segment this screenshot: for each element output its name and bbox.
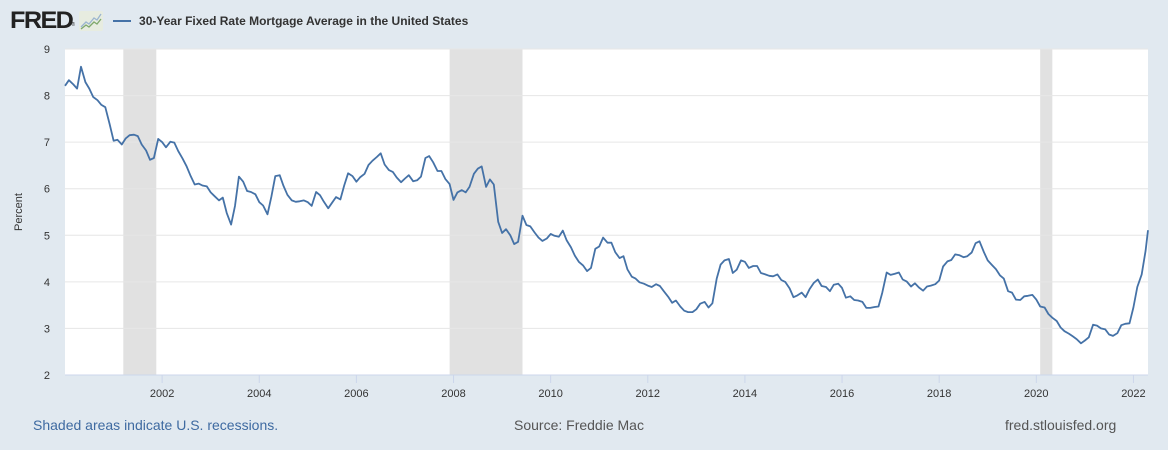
source-text: Source: Freddie Mac <box>514 417 644 433</box>
x-tick-label: 2014 <box>733 388 757 400</box>
y-tick-label: 8 <box>44 91 50 103</box>
line-chart: 2 3 4 5 6 7 8 9 2002 2004 2006 2008 2010 2012 2014 201… <box>13 44 1149 400</box>
line-chart-icon <box>79 11 104 31</box>
y-tick-label: 3 <box>44 323 50 335</box>
x-tick-label: 2016 <box>830 388 854 400</box>
x-tick-label: 2018 <box>927 388 951 400</box>
x-tick-label: 2012 <box>636 388 660 400</box>
x-tick-label: 2020 <box>1024 388 1048 400</box>
recession-band <box>123 49 157 375</box>
y-tick-label: 6 <box>44 184 50 196</box>
recession-band <box>1040 49 1053 375</box>
recession-note-link[interactable]: Shaded areas indicate U.S. recessions. <box>33 417 279 433</box>
gridlines <box>65 48 1148 376</box>
y-axis-ticks: 2 3 4 5 6 7 8 9 <box>44 44 50 382</box>
legend-swatch <box>113 20 132 22</box>
x-tick-label: 2022 <box>1121 388 1145 400</box>
y-tick-label: 9 <box>44 44 50 56</box>
x-tick-label: 2004 <box>247 388 271 400</box>
fred-logo[interactable]: FRED <box>10 7 74 34</box>
series-line <box>64 65 1149 345</box>
y-tick-label: 4 <box>44 277 50 289</box>
recession-band <box>449 49 523 375</box>
recession-bands <box>123 49 1053 375</box>
x-tick-label: 2002 <box>150 388 174 400</box>
plot-area <box>65 49 1148 375</box>
x-tick-label: 2010 <box>538 388 562 400</box>
chart-header: FRED ® 30-Year Fixed Rate Mortgage Avera… <box>10 6 468 36</box>
x-axis-ticks: 2002 2004 2006 2008 2010 2012 2014 2016 2018 2020… <box>150 375 1146 400</box>
x-tick-label: 2008 <box>441 388 465 400</box>
x-tick-label: 2006 <box>344 388 368 400</box>
site-link[interactable]: fred.stlouisfed.org <box>1005 417 1117 433</box>
y-tick-label: 7 <box>44 137 50 149</box>
registered-mark: ® <box>71 22 76 28</box>
y-axis-label: Percent <box>13 193 25 231</box>
y-tick-label: 2 <box>44 370 50 382</box>
legend-label[interactable]: 30-Year Fixed Rate Mortgage Average in t… <box>139 14 469 28</box>
y-tick-label: 5 <box>44 230 50 242</box>
